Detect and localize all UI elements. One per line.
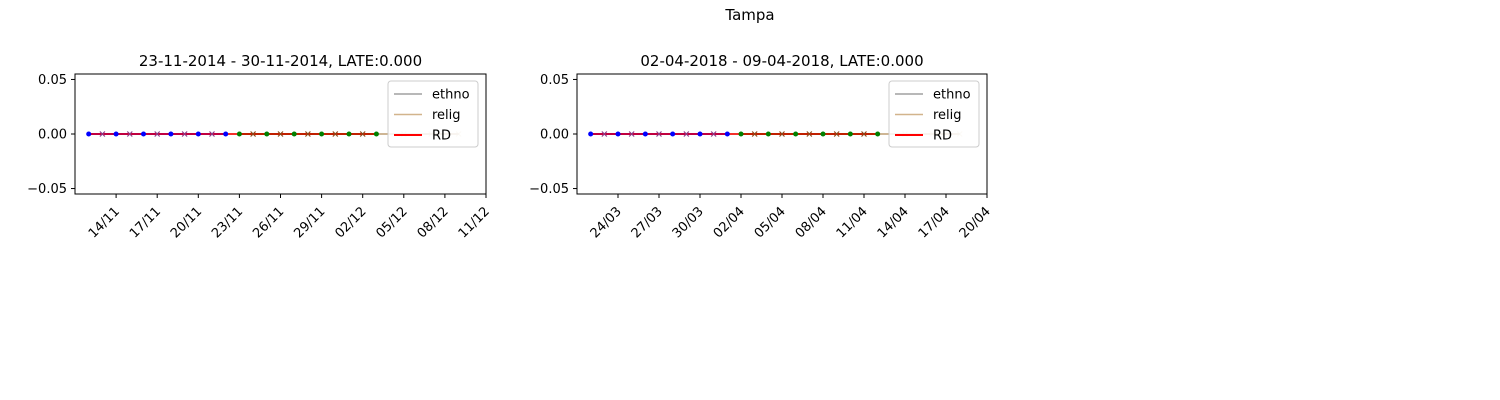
- before-cross-marker: [628, 131, 635, 137]
- before-cross-marker: [181, 131, 188, 137]
- before-cross-marker: [99, 131, 106, 137]
- x-tick-label: 05/12: [374, 204, 411, 241]
- subplot-title: 23-11-2014 - 30-11-2014, LATE:0.000: [139, 52, 422, 70]
- legend-box: [387, 80, 479, 148]
- after-point: [847, 131, 853, 137]
- subplot-2: 02-04-2018 - 09-04-2018, LATE:0.000 0.05 0…: [529, 52, 994, 241]
- x-tick-label: 24/03: [588, 204, 625, 241]
- y-tick-label: −0.05: [529, 182, 569, 197]
- before-point: [195, 131, 201, 137]
- before-cross-marker: [126, 131, 133, 137]
- after-point: [875, 131, 881, 137]
- after-point: [264, 131, 270, 137]
- x-tick-label: 17/11: [127, 204, 164, 241]
- x-tick-label: 23/11: [209, 204, 246, 241]
- after-point: [373, 131, 379, 137]
- before-cross-marker: [154, 131, 161, 137]
- subplot-1: 23-11-2014 - 30-11-2014, LATE:0.000 0.05 0…: [27, 52, 493, 241]
- after-cross-marker: [250, 131, 257, 137]
- after-point: [820, 131, 826, 137]
- x-tick-label: 17/04: [916, 204, 953, 241]
- legend-label-ethno: ethno: [933, 88, 971, 103]
- x-tick-label: 20/04: [957, 204, 994, 241]
- after-point: [236, 131, 242, 137]
- x-tick-label: 08/12: [415, 204, 452, 241]
- before-point: [113, 131, 119, 137]
- y-tick-label: 0.00: [540, 128, 569, 143]
- legend: ethno relig RD: [888, 80, 980, 148]
- after-point: [346, 131, 352, 137]
- legend-label-rd: RD: [432, 129, 451, 144]
- after-point: [738, 131, 744, 137]
- after-cross-marker: [833, 131, 840, 137]
- before-point: [141, 131, 146, 137]
- legend-box: [888, 80, 980, 148]
- after-cross-marker: [779, 131, 785, 137]
- x-tick-label: 20/11: [168, 204, 205, 241]
- legend-label-relig: relig: [933, 108, 962, 123]
- x-tick-label: 30/03: [670, 204, 707, 241]
- before-point: [168, 131, 174, 137]
- figure-title: Tampa: [724, 6, 774, 24]
- before-point: [86, 131, 92, 137]
- x-tick-label: 05/04: [752, 204, 789, 241]
- x-tick-label: 27/03: [629, 204, 666, 241]
- before-point: [670, 131, 676, 137]
- before-cross-marker: [656, 131, 662, 137]
- after-cross-marker: [751, 131, 758, 137]
- before-point: [642, 131, 648, 137]
- after-point: [793, 131, 799, 137]
- legend: ethno relig RD: [387, 80, 479, 148]
- before-cross-marker: [209, 131, 215, 137]
- after-cross-marker: [861, 131, 867, 137]
- before-point: [223, 131, 229, 137]
- after-cross-marker: [277, 131, 284, 137]
- x-tick-label: 14/11: [86, 204, 123, 241]
- subplot-title: 02-04-2018 - 09-04-2018, LATE:0.000: [640, 52, 923, 70]
- legend-label-rd: RD: [933, 129, 952, 144]
- x-tick-label: 29/11: [291, 204, 328, 241]
- before-point: [697, 131, 703, 137]
- y-tick-label: −0.05: [27, 182, 67, 197]
- y-tick-label: 0.05: [38, 73, 67, 88]
- before-point: [615, 131, 621, 137]
- before-cross-marker: [683, 131, 690, 137]
- legend-label-relig: relig: [432, 108, 461, 123]
- panels: 23-11-2014 - 30-11-2014, LATE:0.0000.050…: [27, 52, 994, 241]
- after-point: [319, 131, 325, 137]
- y-tick-label: 0.00: [38, 128, 67, 143]
- before-point: [724, 131, 730, 137]
- legend-label-ethno: ethno: [432, 88, 470, 103]
- x-tick-label: 08/04: [793, 204, 830, 241]
- after-cross-marker: [332, 131, 339, 137]
- x-tick-label: 11/04: [834, 204, 871, 241]
- after-point: [765, 131, 771, 137]
- x-tick-label: 02/12: [332, 204, 369, 241]
- before-cross-marker: [710, 131, 717, 137]
- after-cross-marker: [359, 131, 366, 137]
- before-point: [588, 131, 594, 137]
- after-cross-marker: [304, 131, 311, 137]
- x-tick-label: 26/11: [250, 204, 287, 241]
- x-tick-label: 14/04: [875, 204, 912, 241]
- x-tick-label: 11/12: [456, 204, 493, 241]
- x-tick-label: 02/04: [711, 204, 748, 241]
- before-cross-marker: [601, 131, 608, 137]
- after-cross-marker: [806, 131, 813, 137]
- after-point: [291, 131, 297, 137]
- y-tick-label: 0.05: [540, 73, 569, 88]
